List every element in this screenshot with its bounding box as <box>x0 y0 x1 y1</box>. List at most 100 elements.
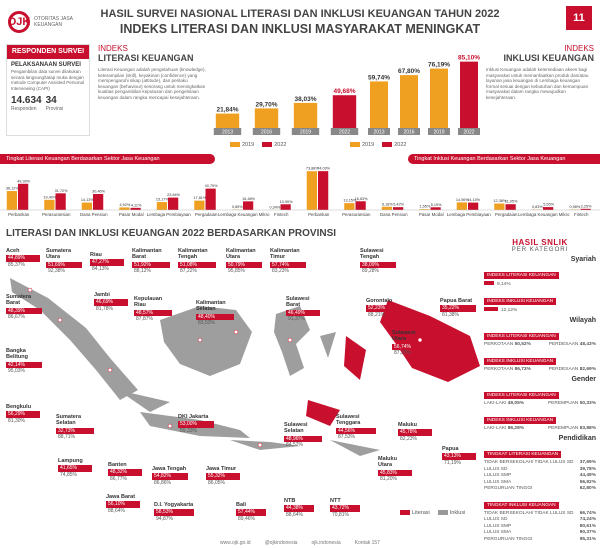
inclusion-index-chart: 59,74% 2013 67,80% 2016 76,19% 2019 85,10% 2022 <box>368 55 480 136</box>
respondent-header: RESPONDEN SURVEI <box>7 45 89 59</box>
pendidikan-lit-label: TINGKAT LITERASI KEUANGAN <box>484 451 562 458</box>
legend-2019: 2019 <box>230 142 254 148</box>
education-label: LULUS SMP <box>484 523 512 529</box>
sector-value-label: 16,48% <box>242 197 256 201</box>
sector-value-label: 30,46% <box>92 190 106 194</box>
syariah-title: Syariah <box>570 256 596 263</box>
year-pill <box>368 128 390 135</box>
education-row: LULUS SMA 90,37% <box>484 530 596 537</box>
education-label: LULUS SD <box>484 517 508 522</box>
education-value: 74,24% <box>579 517 596 522</box>
sector-bar <box>194 200 205 210</box>
province-label: Aceh 44,89% 85,37% <box>6 248 40 268</box>
index-value-label: 29,70% <box>255 101 277 108</box>
map-legend: Literasi Inklusi <box>400 510 465 516</box>
education-value: 95,31% <box>579 536 596 542</box>
sector-bar <box>355 201 366 210</box>
sector-bar <box>81 202 92 210</box>
province-count-label: Provinsi <box>45 106 64 112</box>
sector-category-label: Perbankan <box>308 212 330 217</box>
index-bar <box>332 95 357 128</box>
province-label: Gorontalo 52,23% 88,21% <box>366 298 400 318</box>
sector-bar <box>280 204 291 210</box>
education-row: TIDAK BERSEKOLAH/ TIDAK LULUS SD 66,74% <box>484 511 596 518</box>
sector-category-label: Lembaga Keuangan Mikro <box>218 212 270 217</box>
inclusion-title: INKLUSI KEUANGAN <box>503 53 594 63</box>
legend-lit-sector: 2019 2022 <box>230 142 287 148</box>
province-label: D.I. Yogyakarta 58,53% 94,87% <box>154 502 194 522</box>
sector-value-label: 23,64% <box>167 193 181 197</box>
footer-contact[interactable]: Kontak 157 <box>354 539 380 546</box>
sector-value-label: 31,72% <box>55 189 69 193</box>
sector-value-label: 36,12% <box>6 187 20 191</box>
sector-category-label: Pergadaian <box>195 212 218 217</box>
year-label: 2022 <box>339 130 350 136</box>
inclusion-label: INDEKS <box>564 44 594 53</box>
sector-bar <box>156 202 167 210</box>
sector-bar <box>318 171 329 210</box>
province-label: Lampung 41,65% 74,85% <box>58 458 92 478</box>
province-label: Riau 47,27% 84,13% <box>90 252 124 272</box>
sector-value-label: 16,63% <box>355 197 369 201</box>
province-label: Sulawesi Barat 46,49% 91,37% <box>286 296 320 322</box>
sector-bar <box>505 204 516 210</box>
education-value: 66,74% <box>579 510 596 516</box>
province-label: Jawa Timur 55,32% 86,05% <box>206 466 240 486</box>
sector-value-label: 0,83% <box>532 205 543 209</box>
sector-category-label: Dana Pensiun <box>80 212 108 217</box>
gender-inc-row: LAKI-LAKI 86,28% PEREMPUAN 83,88% <box>484 425 596 431</box>
year-label: 2013 <box>222 130 233 136</box>
sector-bar <box>55 193 66 210</box>
year-label: 2019 <box>300 130 311 136</box>
ojk-logo: OJK OTORITAS JASA KEUANGAN <box>8 8 88 36</box>
education-row: LULUS SD 39,78% <box>484 467 596 474</box>
index-value-label: 67,80% <box>398 68 420 75</box>
education-value: 62,80% <box>579 486 596 491</box>
province-label: NTT 43,72% 70,81% <box>330 498 360 518</box>
province-label: Kepulauan Riau 48,57% 87,87% <box>134 296 172 322</box>
wilayah-inc-label: INDEKS INKLUSI KEUANGAN <box>484 357 557 365</box>
sector-value-label: 14,13% <box>81 198 95 202</box>
sector-value-label: 5,19% <box>431 203 442 207</box>
sector-category-label: Pergadaian <box>495 212 518 217</box>
syariah-inc-row: 12,12% <box>484 306 596 315</box>
sector-bar <box>494 203 505 210</box>
inclusion-heading: INDEKS INKLUSI KEUANGAN Inklusi Keuangan… <box>486 44 594 101</box>
sector-category-label: Lembaga Pembiayaan <box>447 212 491 217</box>
sector-value-label: 17,81% <box>193 196 207 200</box>
respondent-count: 14.634 <box>11 95 42 106</box>
legend-2022: 2022 <box>262 142 287 148</box>
sector-value-label: 13,15% <box>343 199 357 203</box>
sector-category-label: Lembaga Pembiayaan <box>147 212 191 217</box>
year-pill <box>458 128 480 135</box>
literacy-heading: INDEKS LITERASI KEUANGAN Literasi Keuang… <box>98 44 208 101</box>
sector-value-label: 14,13% <box>467 198 481 202</box>
footer-twitter[interactable]: @ojkindonesia <box>264 539 298 546</box>
province-label: Jambi 46,69% 81,78% <box>94 292 128 312</box>
footer-web[interactable]: www.ojk.go.id <box>220 539 251 546</box>
province-label: Kalimantan Timur 57,74% 83,23% <box>270 248 306 274</box>
sector-bar <box>18 183 29 210</box>
literacy-sector-banner: Tingkat Literasi Keuangan Berdasarkan Se… <box>0 154 215 164</box>
index-value-label: 21,84% <box>216 107 238 114</box>
province-label: Sulawesi Tengah 38,09% 89,28% <box>360 248 396 274</box>
sector-value-label: 6,18% <box>382 202 393 206</box>
sector-bar <box>6 191 17 210</box>
sector-bar <box>344 203 355 210</box>
literacy-desc: Literasi Keuangan adalah pengetahuan (kn… <box>98 67 206 100</box>
province-label: DKI Jakarta 53,00% 89,33% <box>178 414 214 434</box>
province-label: Jawa Barat 56,10% 88,64% <box>106 494 140 514</box>
sector-category-label: Dana Pensiun <box>380 212 408 217</box>
sector-value-label: 10,90% <box>280 200 294 204</box>
sector-category-label: Pasar Modal <box>119 212 144 217</box>
sector-value-label: 73,88% <box>306 167 320 171</box>
year-pill <box>213 128 242 135</box>
footer-instagram[interactable]: ojk.indonesia <box>311 539 341 546</box>
index-bar <box>430 68 448 128</box>
index-bar <box>460 61 478 128</box>
sector-value-label: 5,42% <box>393 203 404 207</box>
province-label: Bangka Belitung 42,14% 95,03% <box>6 348 42 374</box>
legend-2022: 2022 <box>382 142 407 148</box>
education-value: 90,37% <box>579 530 596 535</box>
sector-bar <box>419 209 430 210</box>
